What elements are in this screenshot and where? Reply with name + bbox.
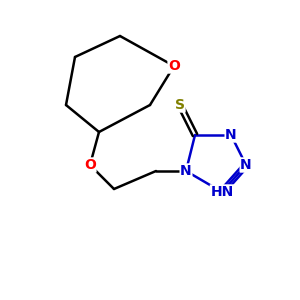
Text: HN: HN [210, 185, 234, 199]
Text: N: N [225, 128, 237, 142]
Text: O: O [168, 59, 180, 73]
Text: S: S [175, 98, 185, 112]
Text: N: N [180, 164, 192, 178]
Text: N: N [240, 158, 252, 172]
Text: O: O [84, 158, 96, 172]
